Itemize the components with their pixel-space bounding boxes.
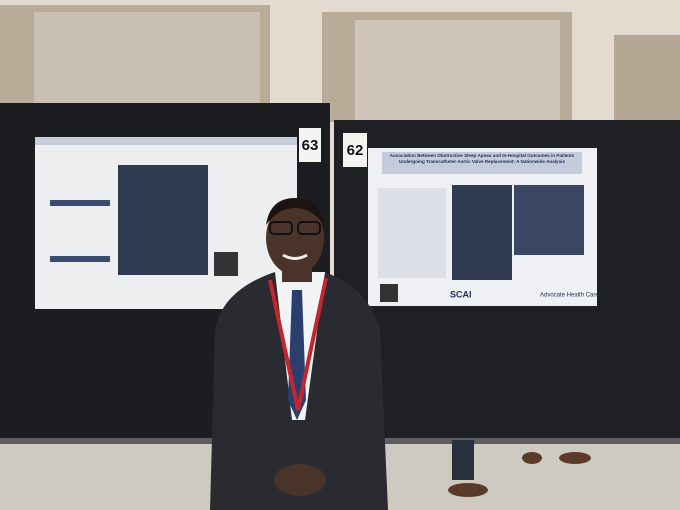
poster-header <box>382 152 582 174</box>
person-legs <box>452 440 474 480</box>
window-frame <box>614 35 680 130</box>
poster-header <box>35 137 297 145</box>
poster-section <box>50 256 110 262</box>
head <box>266 201 324 275</box>
poster-table <box>514 185 584 255</box>
board-number: 63 <box>302 137 319 154</box>
shoe <box>448 483 488 497</box>
poster-title: Association Between Obstructive Sleep Ap… <box>389 153 575 164</box>
poster-title-box: Association Between Obstructive Sleep Ap… <box>389 153 575 164</box>
number-card <box>343 133 367 167</box>
shoe <box>522 452 542 464</box>
poster-section <box>50 200 110 206</box>
qr-code <box>380 284 398 302</box>
hands <box>274 464 326 496</box>
window <box>355 20 560 120</box>
poster-table <box>118 165 208 275</box>
glasses <box>297 221 321 235</box>
poster-table <box>452 185 512 280</box>
glasses <box>269 221 293 235</box>
number-card <box>299 128 321 162</box>
poster-text <box>378 188 446 278</box>
smile <box>282 253 308 260</box>
hair <box>266 198 324 225</box>
logo: Advocate Health Care <box>540 293 599 299</box>
window <box>34 12 260 107</box>
logo: SCAI <box>450 289 472 299</box>
shoe <box>559 452 591 464</box>
lanyard <box>268 277 328 411</box>
qr-code <box>214 252 238 276</box>
board-number: 62 <box>347 142 364 159</box>
